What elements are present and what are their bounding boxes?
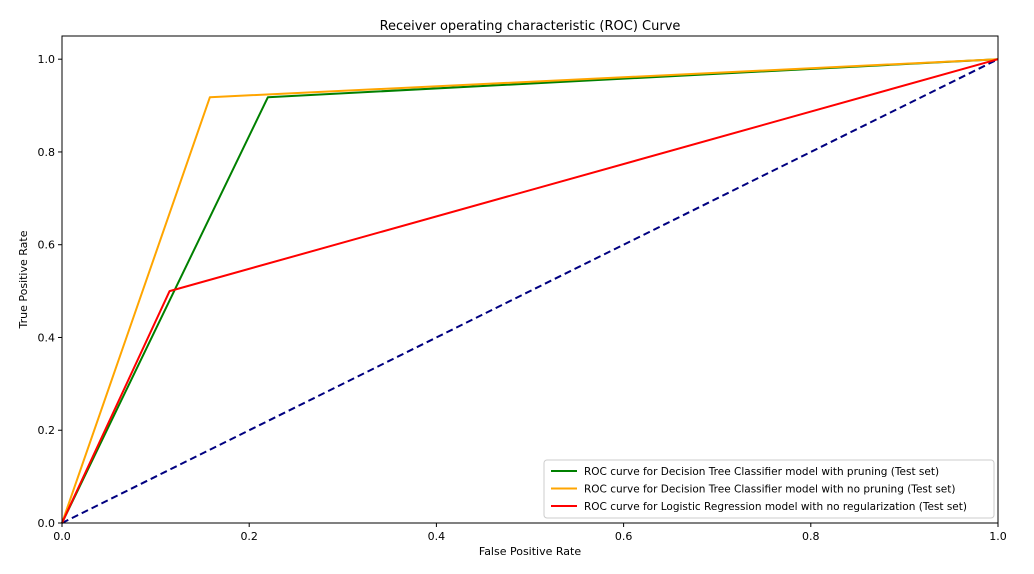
y-tick-label: 0.4	[38, 331, 56, 344]
y-tick-label: 0.6	[38, 239, 56, 252]
series-line-2	[61, 58, 999, 524]
x-axis-ticks: 0.0 0.2 0.4 0.6 0.8 1.0	[53, 523, 1007, 543]
legend-label-3: ROC curve for Logistic Regression model …	[584, 501, 967, 513]
series-line-3	[61, 58, 999, 524]
x-tick-label: 0.6	[615, 530, 633, 543]
x-tick-label: 0.0	[53, 530, 71, 543]
legend-items: ROC curve for Decision Tree Classifier m…	[551, 466, 967, 513]
y-tick-label: 0.2	[38, 424, 56, 437]
x-axis-title: False Positive Rate	[479, 545, 581, 558]
plot-frame	[61, 35, 999, 524]
legend-label-2: ROC curve for Decision Tree Classifier m…	[584, 484, 955, 496]
x-tick-label: 1.0	[989, 530, 1007, 543]
series-line-4	[61, 58, 999, 524]
series-layer	[61, 58, 999, 524]
x-tick-label: 0.2	[240, 530, 258, 543]
y-tick-label: 0.0	[38, 517, 56, 530]
y-tick-label: 1.0	[38, 53, 56, 66]
chart-title: Receiver operating characteristic (ROC) …	[380, 19, 681, 34]
y-axis-ticks: 0.0 0.2 0.4 0.6 0.8 1.0	[38, 53, 62, 530]
y-axis-title: True Positive Rate	[17, 230, 30, 329]
y-tick-label: 0.8	[38, 146, 56, 159]
x-tick-label: 0.4	[428, 530, 446, 543]
legend-box	[543, 459, 995, 519]
legend-label-1: ROC curve for Decision Tree Classifier m…	[584, 466, 939, 478]
x-tick-label: 0.8	[802, 530, 820, 543]
legend: ROC curve for Decision Tree Classifier m…	[543, 459, 995, 519]
